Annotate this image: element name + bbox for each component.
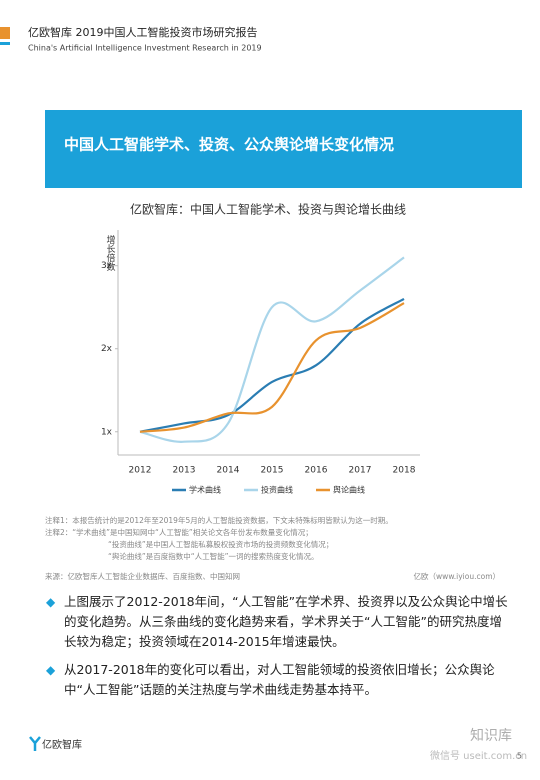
chart-title: 亿欧智库：中国人工智能学术、投资与舆论增长曲线 — [130, 202, 406, 217]
series-line — [139, 297, 405, 433]
banner-title: 中国人工智能学术、投资、公众舆论增长变化情况 — [64, 136, 394, 154]
series-line — [139, 256, 405, 443]
y-axis-label: 增长倍数 — [105, 234, 116, 272]
legend-label: 投资曲线 — [261, 485, 293, 495]
source: 来源：亿欧智库人工智能企业数据库、百度指数、中国知网 — [45, 571, 240, 581]
y-tick-label: 1x — [101, 427, 113, 437]
note: 注释1：本报告统计的是2012年至2019年5月的人工智能投资数据，下文未特殊标… — [45, 515, 393, 525]
note: “舆论曲线”是百度指数中“人工智能”一词的搜索热度变化情况。 — [108, 551, 319, 561]
source-site: 亿欧（www.iyiou.com） — [414, 571, 500, 581]
bullet-icon: ◆ — [46, 595, 56, 609]
x-tick-label: 2017 — [349, 466, 372, 476]
legend-label: 舆论曲线 — [333, 485, 365, 495]
page-number: 5 — [517, 752, 522, 761]
y-tick-label: 3x — [101, 261, 113, 271]
header-subtitle: China's Artificial Intelligence Investme… — [28, 44, 262, 53]
legend-label: 学术曲线 — [189, 485, 221, 495]
header-accent — [0, 42, 10, 45]
y-tick-label: 2x — [101, 344, 113, 354]
x-tick-label: 2018 — [393, 466, 416, 476]
banner — [45, 110, 522, 188]
x-tick-label: 2015 — [261, 466, 284, 476]
logo-icon — [29, 736, 41, 751]
series-line — [139, 302, 405, 433]
note: “投资曲线”是中国人工智能私募股权投资市场的投资频数变化情况； — [108, 539, 333, 549]
x-tick-label: 2016 — [305, 466, 328, 476]
x-tick-label: 2013 — [173, 466, 196, 476]
bullet: 从2017-2018年的变化可以看出，对人工智能领域的投资依旧增长；公众舆论中“… — [64, 662, 495, 697]
header-title: 亿欧智库 2019中国人工智能投资市场研究报告 — [28, 25, 258, 39]
x-tick-label: 2014 — [217, 466, 240, 476]
bullet-icon: ◆ — [46, 663, 56, 677]
bullet: 上图展示了2012-2018年间，“人工智能”在学术界、投资界以及公众舆论中增长… — [64, 594, 508, 649]
x-tick-label: 2012 — [129, 466, 152, 476]
watermark-subtitle: 微信号 useit.com.cn — [430, 749, 527, 762]
note: 注释2：“学术曲线”是中国知网中“人工智能”相关论文各年份发布数量变化情况； — [45, 527, 313, 537]
header-accent — [0, 27, 10, 39]
footer-logo: 亿欧智库 — [42, 738, 82, 751]
watermark-title: 知识库 — [470, 727, 512, 744]
